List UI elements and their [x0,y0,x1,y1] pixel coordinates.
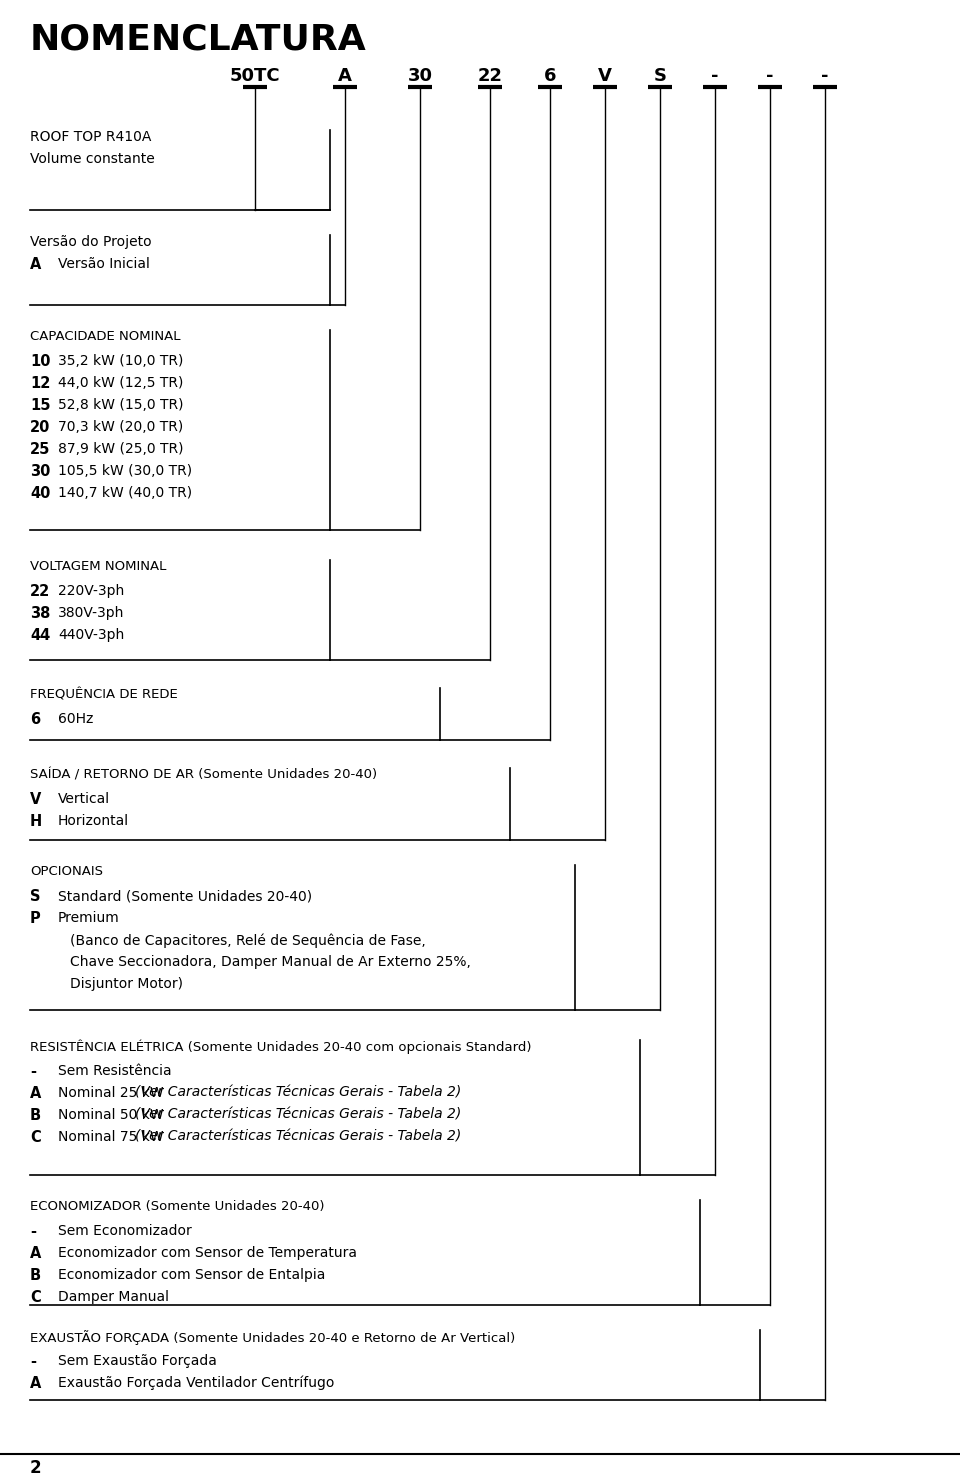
Text: Economizador com Sensor de Temperatura: Economizador com Sensor de Temperatura [58,1245,357,1260]
Text: SAÍDA / RETORNO DE AR (Somente Unidades 20-40): SAÍDA / RETORNO DE AR (Somente Unidades … [30,768,377,781]
Text: Damper Manual: Damper Manual [58,1290,169,1304]
Text: EXAUSTÃO FORÇADA (Somente Unidades 20-40 e Retorno de Ar Vertical): EXAUSTÃO FORÇADA (Somente Unidades 20-40… [30,1330,516,1344]
Text: 380V-3ph: 380V-3ph [58,606,125,620]
Text: A: A [30,1086,41,1100]
Text: ECONOMIZADOR (Somente Unidades 20-40): ECONOMIZADOR (Somente Unidades 20-40) [30,1199,324,1213]
Text: B: B [30,1268,41,1282]
Text: Premium: Premium [58,911,120,924]
Text: RESISTÊNCIA ELÉTRICA (Somente Unidades 20-40 com opcionais Standard): RESISTÊNCIA ELÉTRICA (Somente Unidades 2… [30,1040,532,1055]
Text: -: - [821,67,828,84]
Text: Horizontal: Horizontal [58,813,130,828]
Text: Versão Inicial: Versão Inicial [58,257,150,271]
Text: V: V [598,67,612,84]
Text: 87,9 kW (25,0 TR): 87,9 kW (25,0 TR) [58,442,183,456]
Text: Nominal 25 kW: Nominal 25 kW [58,1086,168,1100]
Text: Nominal 75 kW: Nominal 75 kW [58,1130,168,1143]
Text: V: V [30,791,41,808]
Text: -: - [30,1063,36,1080]
Text: 15: 15 [30,398,51,413]
Text: C: C [30,1290,40,1304]
Text: A: A [30,257,41,272]
Text: ROOF TOP R410A: ROOF TOP R410A [30,130,152,143]
Text: A: A [338,67,352,84]
Text: 30: 30 [407,67,433,84]
Text: Sem Exaustão Forçada: Sem Exaustão Forçada [58,1353,217,1368]
Text: 10: 10 [30,353,51,368]
Text: 140,7 kW (40,0 TR): 140,7 kW (40,0 TR) [58,487,192,500]
Text: 50TC: 50TC [229,67,280,84]
Text: CAPACIDADE NOMINAL: CAPACIDADE NOMINAL [30,330,180,343]
Text: (Ver Características Técnicas Gerais - Tabela 2): (Ver Características Técnicas Gerais - T… [135,1108,461,1123]
Text: A: A [30,1375,41,1392]
Text: 12: 12 [30,376,50,390]
Text: 44: 44 [30,629,50,643]
Text: 22: 22 [30,584,50,599]
Text: Nominal 50 kW: Nominal 50 kW [58,1108,168,1123]
Text: 30: 30 [30,464,50,479]
Text: 2: 2 [30,1458,41,1478]
Text: 22: 22 [477,67,502,84]
Text: 38: 38 [30,606,50,621]
Text: Versão do Projeto: Versão do Projeto [30,235,152,248]
Text: 105,5 kW (30,0 TR): 105,5 kW (30,0 TR) [58,464,192,478]
Text: B: B [30,1108,41,1123]
Text: 60Hz: 60Hz [58,711,93,726]
Text: OPCIONAIS: OPCIONAIS [30,865,103,879]
Text: Vertical: Vertical [58,791,110,806]
Text: P: P [30,911,40,926]
Text: 25: 25 [30,442,50,457]
Text: Economizador com Sensor de Entalpia: Economizador com Sensor de Entalpia [58,1268,325,1282]
Text: Standard (Somente Unidades 20-40): Standard (Somente Unidades 20-40) [58,889,312,904]
Text: 20: 20 [30,420,50,435]
Text: -: - [30,1353,36,1370]
Text: C: C [30,1130,40,1145]
Text: Exaustão Forçada Ventilador Centrífugo: Exaustão Forçada Ventilador Centrífugo [58,1375,334,1390]
Text: S: S [30,889,40,904]
Text: Volume constante: Volume constante [30,152,155,166]
Text: (Banco de Capacitores, Relé de Sequência de Fase,: (Banco de Capacitores, Relé de Sequência… [70,933,425,948]
Text: 44,0 kW (12,5 TR): 44,0 kW (12,5 TR) [58,376,183,390]
Text: VOLTAGEM NOMINAL: VOLTAGEM NOMINAL [30,561,166,572]
Text: S: S [654,67,666,84]
Text: -: - [766,67,774,84]
Text: Sem Economizador: Sem Economizador [58,1225,192,1238]
Text: 440V-3ph: 440V-3ph [58,629,124,642]
Text: 52,8 kW (15,0 TR): 52,8 kW (15,0 TR) [58,398,183,413]
Text: 6: 6 [30,711,40,728]
Text: -: - [711,67,719,84]
Text: 220V-3ph: 220V-3ph [58,584,124,598]
Text: Disjuntor Motor): Disjuntor Motor) [70,978,183,991]
Text: H: H [30,813,42,830]
Text: 40: 40 [30,487,50,501]
Text: Sem Resistência: Sem Resistência [58,1063,172,1078]
Text: (Ver Características Técnicas Gerais - Tabela 2): (Ver Características Técnicas Gerais - T… [135,1086,461,1100]
Text: 35,2 kW (10,0 TR): 35,2 kW (10,0 TR) [58,353,183,368]
Text: FREQUÊNCIA DE REDE: FREQUÊNCIA DE REDE [30,688,178,701]
Text: 6: 6 [543,67,556,84]
Text: -: - [30,1225,36,1239]
Text: Chave Seccionadora, Damper Manual de Ar Externo 25%,: Chave Seccionadora, Damper Manual de Ar … [70,955,470,969]
Text: A: A [30,1245,41,1262]
Text: 70,3 kW (20,0 TR): 70,3 kW (20,0 TR) [58,420,183,433]
Text: (Ver Características Técnicas Gerais - Tabela 2): (Ver Características Técnicas Gerais - T… [135,1130,461,1143]
Text: NOMENCLATURA: NOMENCLATURA [30,22,367,56]
